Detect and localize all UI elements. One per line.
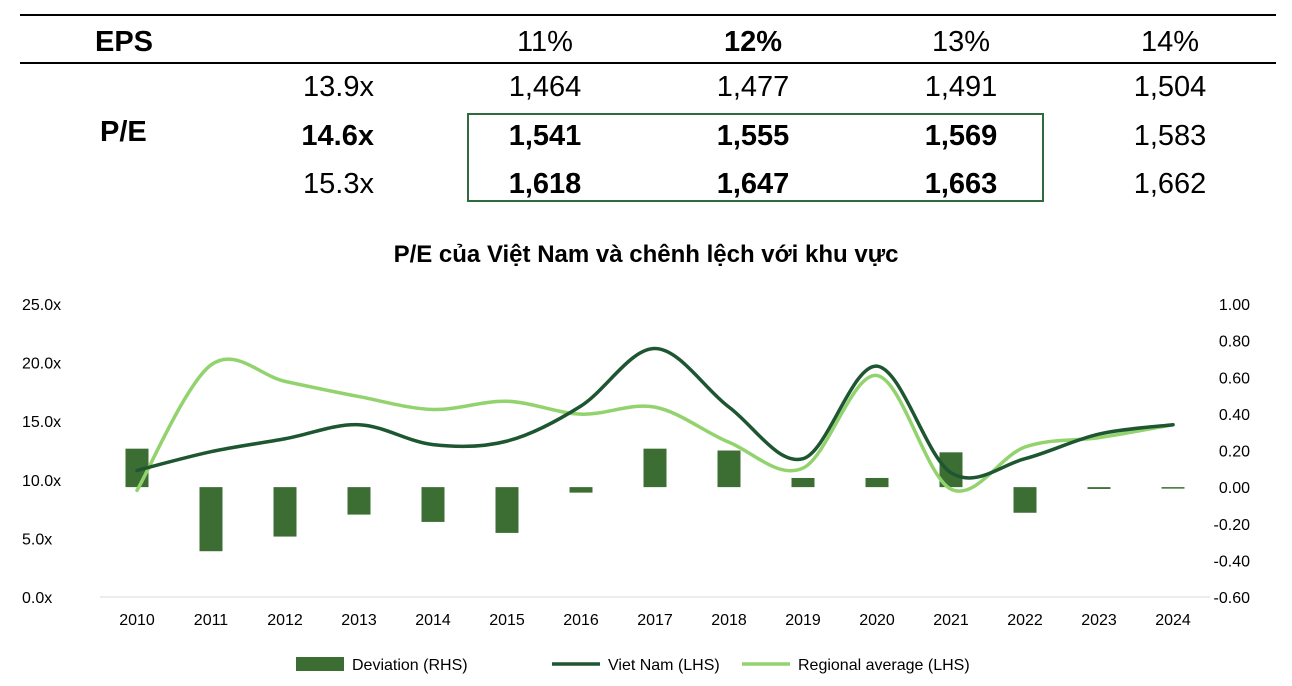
- x-axis-tick-label: 2016: [563, 612, 599, 629]
- deviation-bar: [495, 487, 519, 533]
- pe-row-3-label: 15.3x: [303, 168, 374, 200]
- table-cell: 1,583: [1133, 120, 1207, 152]
- eps-label: EPS: [95, 26, 154, 58]
- table-cell: 1,477: [716, 71, 790, 103]
- table-cell: 1,569: [924, 120, 998, 152]
- table-cell: 1,464: [508, 71, 582, 103]
- x-axis-tick-label: 2010: [119, 612, 155, 629]
- right-axis-tick-label: 0.60: [1219, 370, 1250, 387]
- deviation-bar: [865, 477, 889, 488]
- table-cell: 1,555: [716, 120, 790, 152]
- right-axis-tick-label: 0.00: [1219, 480, 1250, 497]
- deviation-bar: [569, 487, 593, 493]
- x-axis-tick-label: 2020: [859, 612, 895, 629]
- pe-row-1-label: 13.9x: [303, 71, 374, 103]
- pe-label: P/E: [100, 116, 147, 148]
- pe-row-2-label: 14.6x: [301, 120, 374, 152]
- table-top-rule: [20, 14, 1276, 16]
- legend-label: Deviation (RHS): [352, 657, 468, 674]
- x-axis-tick-label: 2017: [637, 612, 673, 629]
- deviation-bar: [199, 487, 223, 552]
- eps-growth-2: 12%: [723, 26, 783, 58]
- deviation-bar: [717, 450, 741, 488]
- highlight-box: [467, 113, 1044, 202]
- deviation-bar: [1013, 487, 1037, 513]
- table-cell: 1,491: [924, 71, 998, 103]
- table-cell: 1,541: [508, 120, 582, 152]
- viet-nam-line: [135, 346, 1175, 480]
- deviation-bar: [939, 452, 963, 488]
- right-axis-tick-label: -0.60: [1214, 590, 1251, 607]
- x-axis-tick-label: 2021: [933, 612, 969, 629]
- deviation-bar: [791, 477, 815, 488]
- table-header-rule: [20, 62, 1276, 64]
- left-axis-tick-label: 15.0x: [22, 414, 61, 431]
- x-axis-tick-label: 2011: [194, 612, 229, 629]
- eps-growth-3: 13%: [931, 26, 991, 58]
- x-axis-tick-label: 2019: [785, 612, 821, 629]
- table-cell: 1,662: [1133, 168, 1207, 200]
- right-axis-tick-label: 0.40: [1219, 407, 1250, 424]
- table-cell: 1,647: [716, 168, 790, 200]
- legend-label: Regional average (LHS): [798, 657, 970, 674]
- deviation-bar: [347, 487, 371, 515]
- eps-growth-1: 11%: [517, 26, 573, 58]
- x-axis-tick-label: 2024: [1155, 612, 1191, 629]
- x-axis-tick-label: 2022: [1007, 612, 1043, 629]
- deviation-bar: [273, 487, 297, 537]
- legend-label: Viet Nam (LHS): [608, 657, 720, 674]
- legend-swatch-deviation: [296, 657, 344, 671]
- deviation-bar: [421, 487, 445, 522]
- eps-growth-4: 14%: [1140, 26, 1200, 58]
- x-axis-tick-label: 2015: [489, 612, 525, 629]
- deviation-bar: [1087, 487, 1111, 489]
- right-axis-tick-label: -0.40: [1214, 553, 1251, 570]
- x-axis-tick-label: 2023: [1081, 612, 1117, 629]
- deviation-bar: [1161, 487, 1185, 489]
- right-axis-tick-label: 0.80: [1219, 334, 1250, 351]
- x-axis-tick-label: 2018: [711, 612, 747, 629]
- deviation-bar: [643, 448, 667, 488]
- right-axis-tick-label: -0.20: [1214, 517, 1251, 534]
- right-axis-tick-label: 1.00: [1219, 297, 1250, 314]
- right-axis-tick-label: 0.20: [1219, 444, 1250, 461]
- table-cell: 1,504: [1133, 71, 1207, 103]
- left-axis-tick-label: 10.0x: [22, 473, 61, 490]
- chart-title: P/E của Việt Nam và chênh lệch với khu v…: [393, 241, 899, 268]
- left-axis-tick-label: 25.0x: [22, 297, 61, 314]
- table-cell: 1,618: [508, 168, 582, 200]
- x-axis-tick-label: 2013: [341, 612, 377, 629]
- x-axis-tick-label: 2014: [415, 612, 451, 629]
- left-axis-tick-label: 5.0x: [22, 531, 52, 548]
- left-axis-tick-label: 20.0x: [22, 356, 61, 373]
- left-axis-tick-label: 0.0x: [22, 590, 52, 607]
- x-axis-tick-label: 2012: [267, 612, 303, 629]
- table-cell: 1,663: [924, 168, 998, 200]
